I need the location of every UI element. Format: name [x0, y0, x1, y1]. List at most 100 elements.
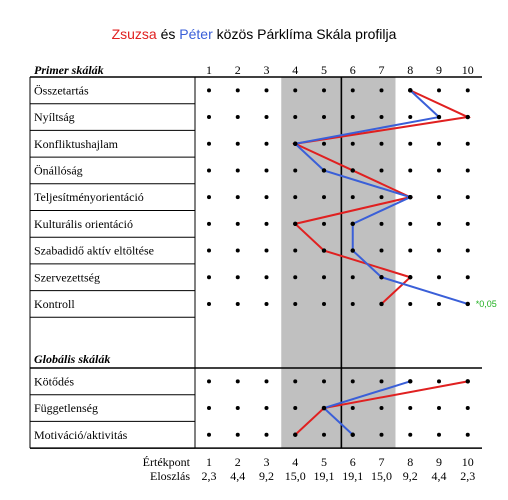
ertekpont-value: 8: [407, 455, 413, 469]
grid-dot: [379, 88, 384, 93]
data-point: [408, 379, 413, 384]
data-point: [350, 248, 355, 253]
grid-dot: [235, 115, 240, 120]
x-tick-label: 8: [407, 63, 413, 77]
grid-dot: [264, 88, 269, 93]
grid-dot: [264, 406, 269, 411]
scale-label: Motiváció/aktivitás: [34, 428, 128, 442]
eloszlas-value: 9,2: [403, 469, 418, 483]
grid-dot: [437, 168, 441, 173]
grid-dot: [465, 141, 470, 146]
data-point: [321, 405, 327, 411]
eloszlas-value: 15,0: [285, 469, 306, 483]
eloszlas-value: 15,0: [371, 469, 392, 483]
ertekpont-value: 1: [206, 455, 212, 469]
grid-dot: [379, 432, 384, 437]
scale-label: Szervezettség: [34, 270, 100, 284]
grid-dot: [379, 221, 384, 226]
grid-dot: [322, 141, 326, 146]
grid-dot: [293, 406, 298, 411]
data-point: [350, 168, 355, 173]
grid-dot: [207, 379, 211, 384]
scale-label: Kulturális orientáció: [34, 217, 133, 231]
ertekpont-value: 5: [321, 455, 327, 469]
grid-dot: [264, 168, 269, 173]
scale-label: Összetartás: [34, 83, 89, 97]
grid-dot: [264, 115, 269, 120]
grid-dot: [207, 88, 211, 93]
data-point: [379, 301, 384, 307]
scale-label: Függetlenség: [34, 401, 98, 415]
grid-dot: [207, 248, 211, 253]
x-tick-label: 2: [235, 63, 241, 77]
grid-dot: [207, 432, 211, 437]
data-point: [408, 194, 413, 200]
grid-dot: [408, 221, 413, 226]
data-point: [408, 88, 413, 93]
scale-label: Szabadidő aktív eltöltése: [34, 244, 154, 258]
eloszlas-value: 9,2: [259, 469, 274, 483]
title-name-b: Péter: [179, 26, 213, 42]
grid-dot: [437, 88, 441, 93]
grid-dot: [350, 275, 355, 280]
eloszlas-label: Eloszlás: [150, 469, 190, 483]
grid-dot: [437, 432, 441, 437]
x-tick-label: 10: [462, 63, 474, 77]
grid-dot: [408, 115, 413, 120]
data-point: [293, 141, 298, 146]
grid-dot: [437, 141, 441, 146]
ertekpont-value: 10: [462, 455, 474, 469]
grid-dot: [235, 248, 240, 253]
grid-dot: [264, 275, 269, 280]
data-point: [321, 248, 327, 253]
grid-dot: [322, 115, 326, 120]
ertekpont-value: 4: [292, 455, 298, 469]
grid-dot: [465, 168, 470, 173]
grid-dot: [293, 88, 298, 93]
scale-label: Nyíltság: [34, 110, 75, 124]
grid-dot: [235, 221, 240, 226]
grid-dot: [465, 195, 470, 200]
grid-dot: [350, 379, 355, 384]
grid-dot: [293, 195, 298, 200]
data-point: [321, 168, 327, 173]
eloszlas-value: 2,3: [460, 469, 475, 483]
grid-dot: [235, 168, 240, 173]
data-point: [350, 221, 355, 227]
scale-label: Kontroll: [34, 297, 75, 311]
grid-dot: [437, 379, 441, 384]
scale-label: Teljesítményorientáció: [34, 190, 144, 204]
data-point: [408, 275, 413, 280]
grid-dot: [379, 406, 384, 411]
grid-dot: [437, 221, 441, 226]
eloszlas-value: 4,4: [230, 469, 245, 483]
title-and: és: [160, 26, 176, 42]
x-tick-label: 7: [379, 63, 385, 77]
grid-dot: [207, 221, 211, 226]
grid-dot: [207, 141, 211, 146]
grid-dot: [322, 301, 326, 306]
chart-title: Zsuzsa és Péter közös Párklíma Skála pro…: [0, 26, 508, 42]
title-rest: közös Párklíma Skála profilja: [216, 26, 397, 42]
grid-dot: [264, 141, 269, 146]
grid-dot: [465, 275, 470, 280]
grid-dot: [437, 195, 441, 200]
grid-dot: [465, 248, 470, 253]
data-point: [293, 221, 298, 227]
ertekpont-value: 7: [379, 455, 385, 469]
grid-dot: [350, 88, 355, 93]
grid-dot: [379, 141, 384, 146]
x-tick-label: 1: [206, 63, 212, 77]
ertekpont-label: Értékpont: [143, 455, 191, 469]
primary-scales-header: Primer skálák: [34, 63, 104, 77]
grid-dot: [293, 379, 298, 384]
grid-dot: [264, 195, 269, 200]
grid-dot: [235, 301, 240, 306]
grid-dot: [437, 275, 441, 280]
grid-dot: [207, 115, 211, 120]
grid-dot: [408, 301, 413, 306]
grid-dot: [235, 141, 240, 146]
grid-dot: [235, 406, 240, 411]
grid-dot: [322, 432, 326, 437]
grid-dot: [408, 432, 413, 437]
